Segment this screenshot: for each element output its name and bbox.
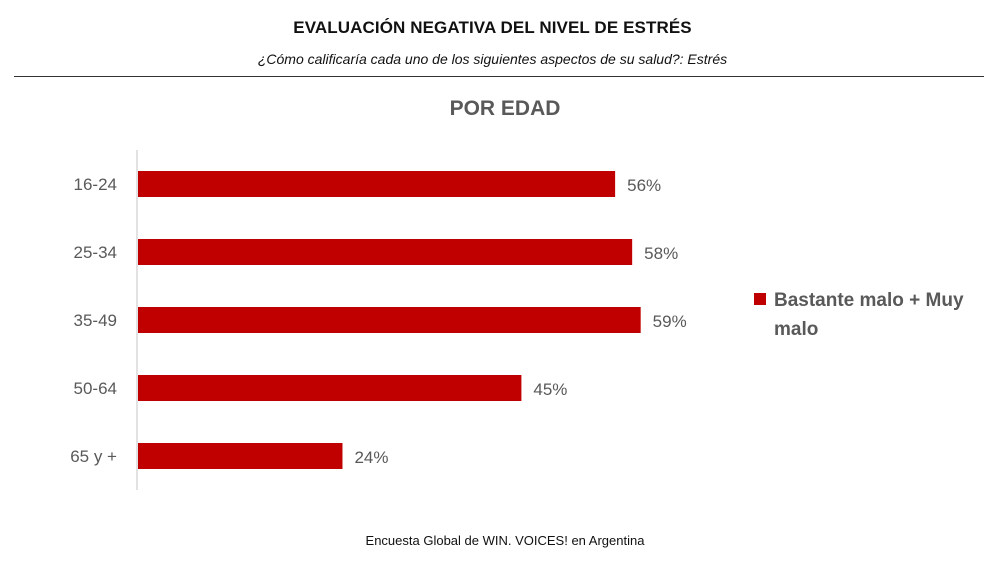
category-label: 50-64 bbox=[74, 379, 117, 398]
bar bbox=[138, 239, 633, 265]
bar bbox=[138, 171, 616, 197]
source-note: Encuesta Global de WIN. VOICES! en Argen… bbox=[365, 533, 645, 548]
header-divider bbox=[14, 76, 984, 77]
legend-label: Bastante malo + Muy malo bbox=[774, 290, 964, 340]
data-label: 56% bbox=[627, 176, 661, 195]
data-label: 24% bbox=[354, 448, 388, 467]
legend-swatch bbox=[754, 293, 766, 305]
report-subtitle: ¿Cómo calificaría cada uno de los siguie… bbox=[257, 51, 728, 67]
data-label: 45% bbox=[533, 380, 567, 399]
report-title: EVALUACIÓN NEGATIVA DEL NIVEL DE ESTRÉS bbox=[293, 18, 692, 37]
bar bbox=[138, 307, 641, 333]
category-label: 35-49 bbox=[74, 311, 117, 330]
category-label: 65 y + bbox=[70, 447, 117, 466]
data-label: 59% bbox=[653, 312, 687, 331]
chart-title: POR EDAD bbox=[449, 97, 561, 120]
data-label: 58% bbox=[644, 244, 678, 263]
bar bbox=[138, 443, 343, 469]
category-label: 25-34 bbox=[74, 243, 117, 262]
category-label: 16-24 bbox=[74, 175, 117, 194]
bar bbox=[138, 375, 522, 401]
